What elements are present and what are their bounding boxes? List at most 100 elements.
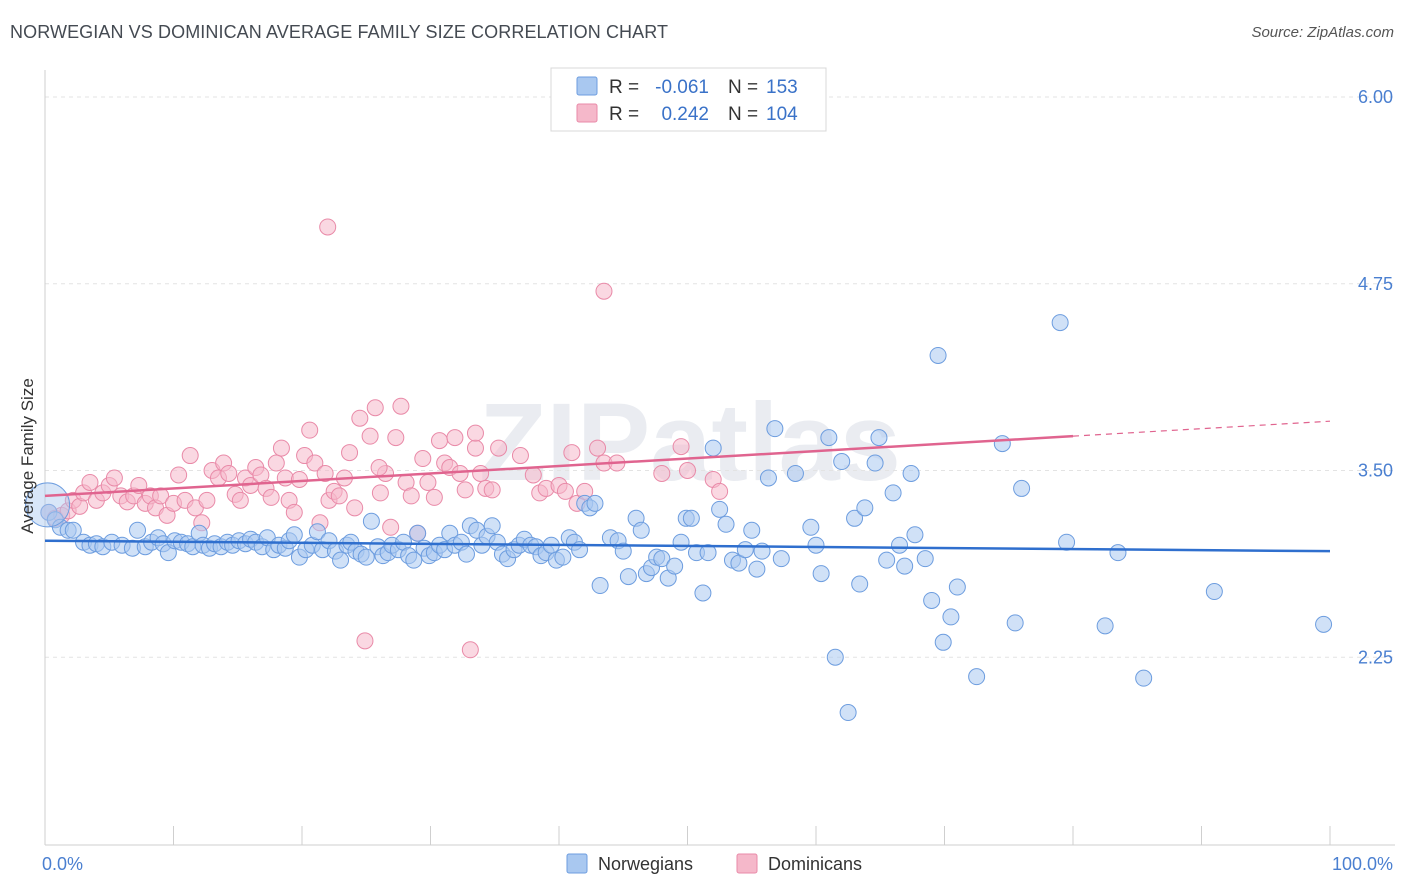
dominicans-trend-line bbox=[44, 434, 1074, 498]
norwegians-point bbox=[405, 551, 423, 569]
dominicans-point bbox=[679, 462, 696, 479]
norwegians-point bbox=[948, 578, 966, 596]
norwegians-point bbox=[942, 608, 960, 626]
norwegians-point bbox=[591, 577, 609, 595]
dominicans-trend-extension bbox=[1072, 420, 1331, 437]
dominicans-point bbox=[653, 464, 671, 482]
norwegians-point bbox=[851, 575, 869, 593]
norwegians-point bbox=[666, 557, 684, 575]
norwegians-point bbox=[704, 439, 722, 457]
norwegians-point bbox=[923, 591, 941, 609]
dominicans-point bbox=[220, 464, 238, 482]
dominicans-point bbox=[370, 459, 388, 477]
stat-n-label-2: N = bbox=[728, 104, 758, 125]
norwegians-point bbox=[968, 668, 986, 686]
stat-r-label-2: R = bbox=[609, 104, 639, 125]
stat-n-value-2: 104 bbox=[766, 104, 798, 125]
stat-r-label-1: R = bbox=[609, 77, 639, 98]
norwegians-point bbox=[64, 521, 82, 539]
dominicans-point bbox=[285, 503, 303, 521]
dominicans-point bbox=[524, 466, 542, 484]
legend-swatch-norwegians bbox=[566, 853, 588, 874]
dominicans-point bbox=[231, 491, 249, 509]
gridlines bbox=[45, 96, 1395, 658]
norwegians-point bbox=[812, 565, 830, 583]
norwegians-point bbox=[891, 536, 909, 554]
norwegians-point bbox=[357, 548, 375, 566]
norwegians-point bbox=[1205, 583, 1223, 601]
y-tick-label: 2.25 bbox=[1358, 647, 1393, 667]
dominicans-point bbox=[262, 488, 280, 506]
legend: Norwegians Dominicans bbox=[566, 853, 862, 874]
norwegians-point bbox=[802, 518, 820, 536]
norwegians-point bbox=[759, 469, 777, 487]
stat-r-value-2: 0.242 bbox=[661, 104, 709, 125]
dominicans-point bbox=[371, 484, 389, 502]
dominicans-point bbox=[290, 470, 308, 488]
norwegians-point bbox=[934, 633, 952, 651]
norwegians-point bbox=[826, 648, 844, 666]
dominicans-point bbox=[319, 218, 337, 236]
y-tick-label: 4.75 bbox=[1358, 274, 1393, 294]
dominicans-point bbox=[451, 464, 469, 482]
norwegians-point bbox=[717, 515, 735, 533]
norwegians-points bbox=[25, 314, 1333, 722]
dominicans-point bbox=[306, 454, 324, 472]
stat-n-value-1: 153 bbox=[766, 77, 798, 98]
norwegians-point bbox=[586, 494, 604, 512]
stats-box: R = -0.061 N = 153 R = 0.242 N = 104 bbox=[550, 67, 827, 132]
stat-n-label-1: N = bbox=[728, 77, 758, 98]
norwegians-point bbox=[672, 533, 690, 551]
norwegians-point bbox=[483, 517, 501, 535]
dominicans-point bbox=[382, 518, 400, 536]
dominicans-point bbox=[446, 429, 464, 447]
norwegians-point bbox=[129, 521, 147, 539]
norwegians-point bbox=[1051, 314, 1069, 332]
dominicans-point bbox=[556, 482, 574, 500]
norwegians-point bbox=[554, 548, 572, 566]
norwegians-point bbox=[457, 545, 475, 563]
norwegians-point bbox=[856, 499, 874, 517]
dominicans-point bbox=[466, 439, 484, 457]
dominicans-swatch bbox=[576, 103, 598, 123]
legend-label-norwegians: Norwegians bbox=[598, 854, 693, 874]
dominicans-point bbox=[351, 409, 369, 427]
stat-r-value-1: -0.061 bbox=[655, 77, 709, 98]
dominicans-point bbox=[490, 439, 508, 457]
norwegians-point bbox=[1013, 479, 1031, 497]
norwegians-trend-line bbox=[44, 539, 1331, 553]
norwegians-point bbox=[866, 454, 884, 472]
axes bbox=[44, 70, 1395, 846]
y-tick-label: 6.00 bbox=[1358, 87, 1393, 107]
norwegians-point bbox=[748, 560, 766, 578]
norwegians-point bbox=[1096, 617, 1114, 635]
y-tick-label: 3.50 bbox=[1358, 461, 1393, 481]
dominicans-point bbox=[595, 282, 613, 300]
chart-title: NORWEGIAN VS DOMINICAN AVERAGE FAMILY SI… bbox=[10, 22, 669, 42]
dominicans-point bbox=[181, 447, 199, 465]
norwegians-point bbox=[916, 550, 934, 568]
norwegians-point bbox=[929, 346, 947, 364]
trend-lines bbox=[44, 420, 1331, 553]
dominicans-point bbox=[276, 469, 294, 487]
norwegians-point bbox=[906, 526, 924, 544]
dominicans-point bbox=[472, 464, 490, 482]
dominicans-point bbox=[392, 397, 410, 415]
dominicans-point bbox=[711, 482, 729, 500]
norwegians-point bbox=[1135, 669, 1153, 687]
norwegians-point bbox=[699, 544, 717, 562]
dominicans-point bbox=[672, 438, 690, 456]
dominicans-point bbox=[330, 487, 348, 505]
dominicans-point bbox=[387, 429, 405, 447]
norwegians-swatch bbox=[576, 76, 598, 96]
norwegians-point bbox=[308, 523, 326, 541]
dominicans-point bbox=[366, 399, 384, 417]
norwegians-point bbox=[772, 550, 790, 568]
legend-swatch-dominicans bbox=[736, 853, 758, 874]
norwegians-point bbox=[1109, 544, 1127, 562]
dominicans-point bbox=[316, 464, 334, 482]
dominicans-point bbox=[272, 439, 290, 457]
dominicans-point bbox=[461, 641, 479, 659]
dominicans-point bbox=[430, 432, 448, 450]
norwegians-point bbox=[711, 500, 729, 518]
